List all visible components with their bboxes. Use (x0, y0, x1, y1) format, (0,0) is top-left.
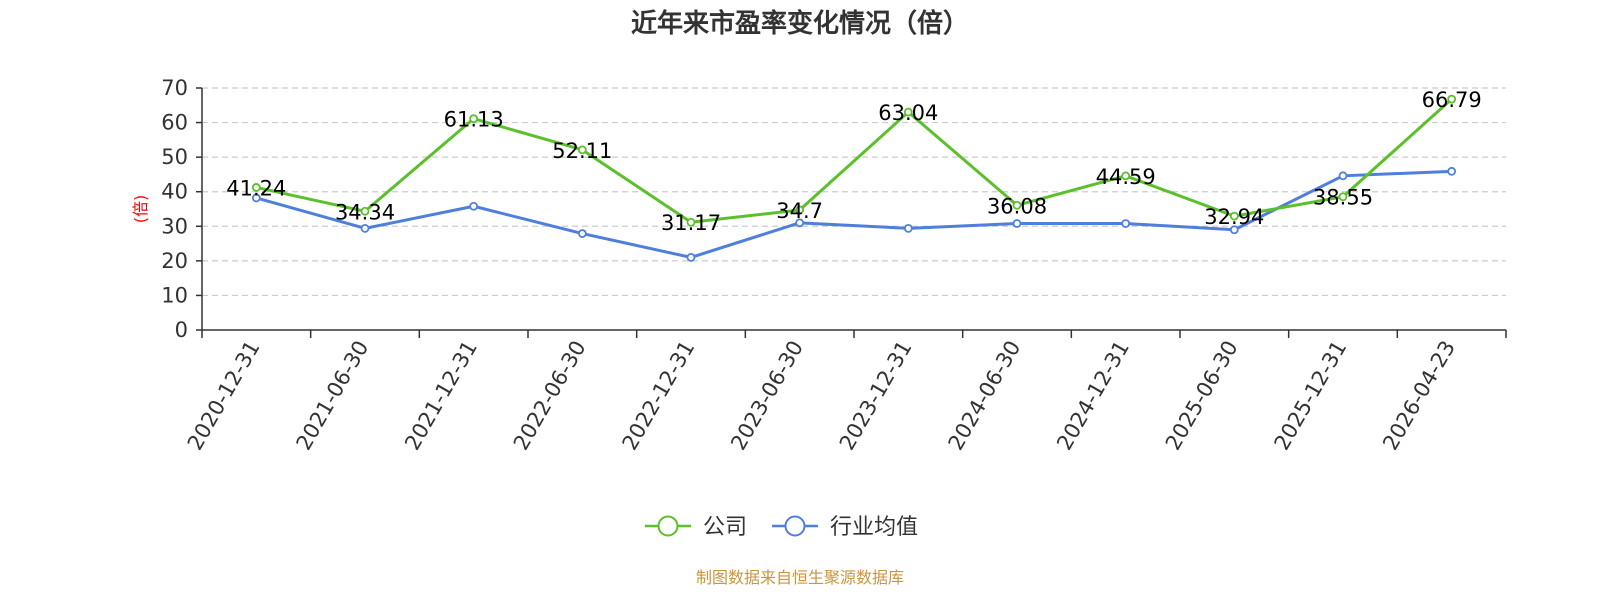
series-line (256, 97, 1453, 224)
data-point (360, 206, 370, 216)
data-point (1012, 200, 1022, 210)
x-tick-label: 2025-12-31 (1270, 337, 1352, 455)
data-point (1121, 219, 1131, 228)
data-label: 34.7 (776, 199, 823, 223)
data-label: 31.17 (661, 211, 721, 235)
data-point (1121, 171, 1131, 181)
data-point (469, 201, 479, 211)
legend-label: 行业均值 (830, 515, 918, 540)
legend-marker (784, 515, 806, 537)
data-point (795, 218, 805, 228)
data-point (469, 114, 479, 124)
data-label: 32.94 (1204, 205, 1264, 229)
data-label: 66.79 (1422, 88, 1482, 112)
legend-marker (657, 515, 679, 537)
legend-label: 公司 (703, 515, 747, 540)
y-tick-label: 30 (161, 214, 188, 238)
x-tick-label: 2026-04-23 (1378, 337, 1460, 455)
legend-item[interactable]: 公司 (645, 515, 747, 540)
data-point (1229, 225, 1239, 235)
data-label: 38.55 (1313, 186, 1373, 210)
data-point (1012, 219, 1022, 228)
x-tick-label: 2023-12-31 (835, 336, 917, 454)
y-tick-label: 10 (161, 283, 188, 307)
data-point (686, 252, 696, 262)
data-point (686, 217, 696, 227)
data-point (1338, 171, 1348, 181)
data-point (577, 145, 587, 155)
x-tick-label: 2021-12-31 (400, 336, 482, 454)
data-labels: 41.24 34.34 61.13 52.11 31.17 34.7 63.04 36.08 4… (226, 88, 1481, 235)
x-tick-label: 2024-12-31 (1052, 337, 1134, 455)
axes (196, 87, 1507, 338)
data-point (795, 205, 805, 215)
x-tick-label: 2022-06-30 (509, 337, 591, 455)
data-label: 41.24 (226, 176, 286, 200)
legend[interactable]: 公司 行业均值 (645, 515, 918, 540)
data-point (251, 183, 261, 192)
y-axis-label: (倍) (131, 195, 150, 224)
y-tick-label: 20 (161, 249, 188, 273)
series-points (251, 94, 1457, 262)
y-tick-label: 60 (161, 111, 188, 135)
data-point (577, 229, 587, 238)
data-point (1447, 94, 1457, 104)
data-label: 63.04 (878, 101, 938, 125)
x-tick-label: 2025-06-30 (1161, 337, 1243, 455)
data-label: 44.59 (1096, 165, 1156, 189)
data-label: 61.13 (444, 108, 504, 132)
chart-title: 近年来市盈率变化情况（倍） (631, 8, 969, 39)
data-point (1338, 192, 1348, 202)
x-tick-label: 2020-12-31 (183, 337, 265, 455)
y-tick-label: 40 (161, 180, 188, 204)
data-point (360, 223, 370, 233)
y-tick-labels: 0 10 20 30 40 50 60 70 (161, 76, 188, 342)
x-tick-label: 2024-06-30 (944, 337, 1026, 455)
series-line (255, 169, 1452, 259)
data-label: 36.08 (987, 194, 1047, 218)
y-tick-label: 50 (161, 145, 188, 169)
data-point (903, 223, 913, 233)
x-tick-label: 2023-06-30 (726, 337, 808, 455)
data-point (1447, 166, 1457, 176)
data-label: 34.34 (335, 200, 395, 224)
data-point (1229, 211, 1239, 221)
x-tick-label: 2022-12-31 (618, 337, 700, 455)
source-note: 制图数据来自恒生聚源数据库 (696, 568, 904, 587)
x-tick-labels: 2020-12-31 2021-06-30 2021-12-31 2022-06-30… (183, 336, 1460, 454)
x-tick-label: 2021-06-30 (292, 337, 374, 455)
y-tick-label: 70 (161, 76, 188, 100)
y-tick-label: 0 (175, 318, 188, 342)
legend-item[interactable]: 行业均值 (772, 515, 918, 540)
series-lines (255, 97, 1453, 259)
data-label: 52.11 (552, 139, 612, 163)
data-point (903, 107, 913, 117)
data-point (251, 193, 261, 203)
